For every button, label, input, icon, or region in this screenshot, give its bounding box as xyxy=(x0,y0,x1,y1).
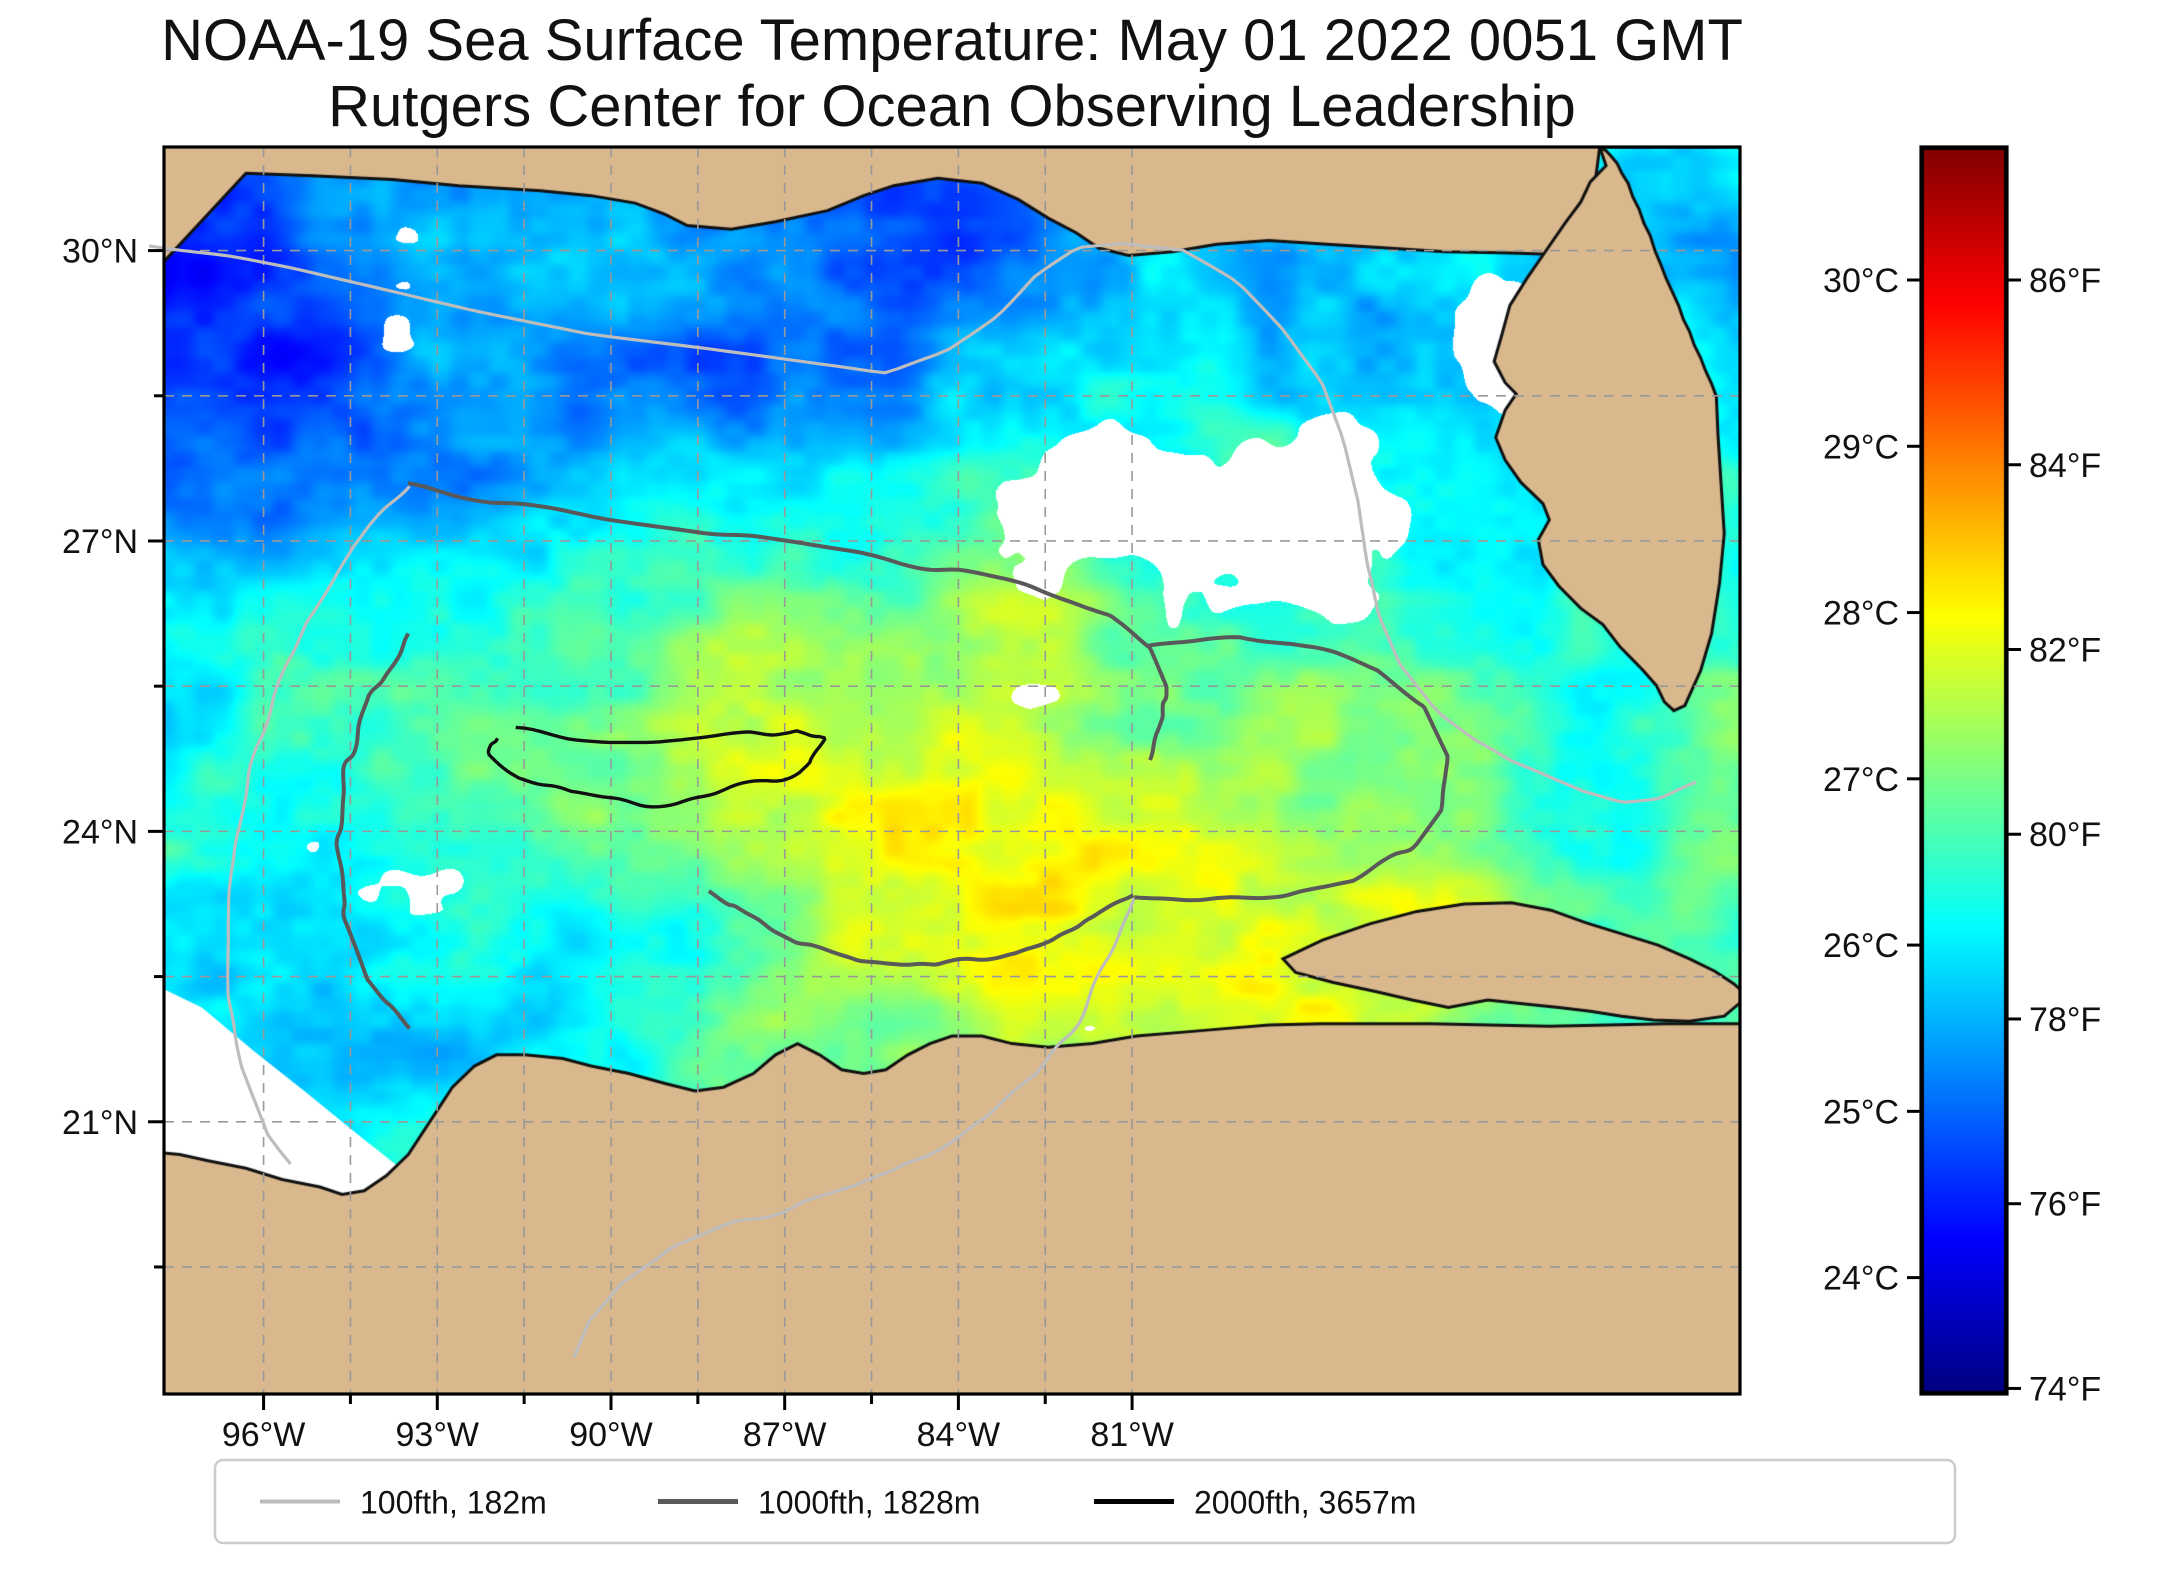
svg-text:96°W: 96°W xyxy=(222,1416,306,1454)
svg-text:27°C: 27°C xyxy=(1823,761,1899,799)
svg-text:86°F: 86°F xyxy=(2029,262,2101,300)
svg-text:100fth, 182m: 100fth, 182m xyxy=(360,1485,547,1521)
svg-text:80°F: 80°F xyxy=(2029,816,2101,854)
svg-text:78°F: 78°F xyxy=(2029,1001,2101,1039)
svg-text:28°C: 28°C xyxy=(1823,595,1899,633)
svg-text:30°C: 30°C xyxy=(1823,262,1899,300)
svg-text:76°F: 76°F xyxy=(2029,1186,2101,1224)
svg-text:30°N: 30°N xyxy=(62,233,138,271)
svg-text:74°F: 74°F xyxy=(2029,1370,2101,1408)
svg-text:25°C: 25°C xyxy=(1823,1093,1899,1131)
svg-text:21°N: 21°N xyxy=(62,1104,138,1142)
svg-text:84°W: 84°W xyxy=(917,1416,1001,1454)
svg-text:29°C: 29°C xyxy=(1823,428,1899,466)
svg-text:2000fth, 3657m: 2000fth, 3657m xyxy=(1194,1485,1416,1521)
svg-text:24°C: 24°C xyxy=(1823,1260,1899,1298)
svg-text:82°F: 82°F xyxy=(2029,631,2101,669)
svg-text:93°W: 93°W xyxy=(396,1416,480,1454)
svg-text:1000fth, 1828m: 1000fth, 1828m xyxy=(758,1485,980,1521)
svg-text:81°W: 81°W xyxy=(1090,1416,1174,1454)
svg-text:27°N: 27°N xyxy=(62,523,138,561)
svg-text:24°N: 24°N xyxy=(62,813,138,851)
svg-text:26°C: 26°C xyxy=(1823,927,1899,965)
svg-text:84°F: 84°F xyxy=(2029,447,2101,485)
svg-text:87°W: 87°W xyxy=(743,1416,827,1454)
svg-text:90°W: 90°W xyxy=(569,1416,653,1454)
